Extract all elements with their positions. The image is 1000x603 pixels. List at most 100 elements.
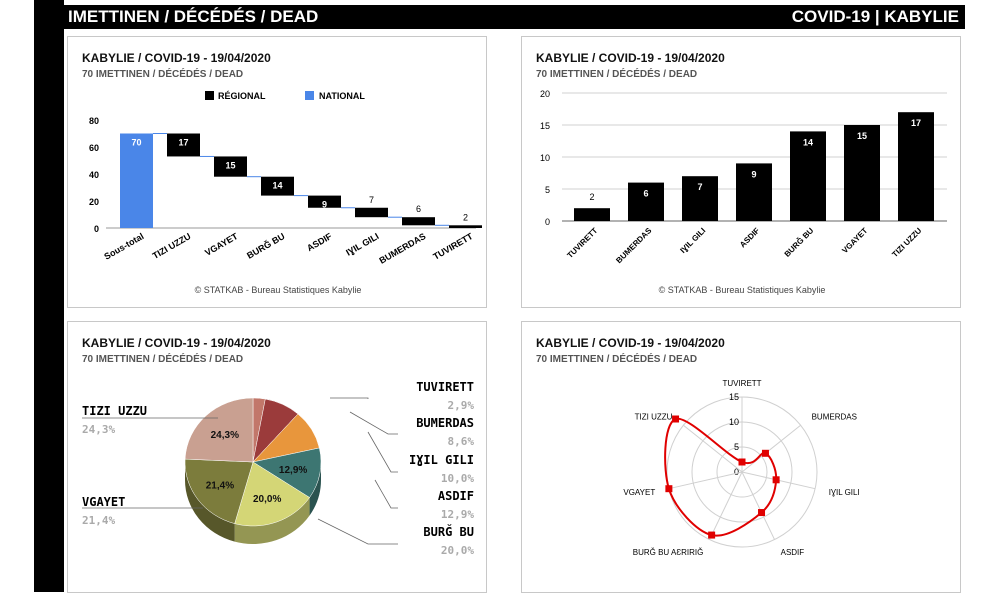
waterfall-bar xyxy=(261,176,294,196)
y-tick-label: 0 xyxy=(545,217,550,227)
pie-leader-line xyxy=(349,411,398,435)
legend-label-regional: RÉGIONAL xyxy=(218,91,266,101)
data-label: 6 xyxy=(416,204,421,214)
waterfall-subtitle: 70 IMETTINEN / DÉCÉDÉS / DEAD xyxy=(82,69,244,80)
pie-callout-name: TUVIRETT xyxy=(416,380,474,394)
radar-point xyxy=(772,476,780,484)
radar-spoke xyxy=(709,471,743,540)
data-label: 2 xyxy=(589,192,594,202)
radar-axis-label: IƔIL GILI xyxy=(829,488,860,497)
pie-leader-line xyxy=(330,397,369,399)
data-label: 7 xyxy=(369,195,374,205)
radar-tick-label: 10 xyxy=(729,417,739,427)
x-tick-label: IƔIL GILI xyxy=(678,226,707,255)
radar-point xyxy=(708,531,716,539)
bar-chart: 0 5 10 15 20 2 TUVIRETT 6 BUMERDAS 7 IƔIL GILI 9 ASD… xyxy=(540,89,947,295)
pie-subtitle: 70 IMETTINEN / DÉCÉDÉS / DEAD xyxy=(82,354,244,365)
radar-tick-label: 15 xyxy=(729,392,739,402)
pie-inside-label: 24,3% xyxy=(211,430,239,441)
x-tick-label: BURǦ BU xyxy=(783,226,816,259)
pie-callout-value: 24,3% xyxy=(82,423,115,436)
radar-spoke xyxy=(741,424,801,473)
pie-callout-name: TIZI UZZU xyxy=(82,404,147,418)
data-label: 2 xyxy=(463,212,468,222)
pie-inside-label: 20,0% xyxy=(253,494,281,505)
pie-callout-value: 8,6% xyxy=(448,435,475,448)
pie-leader-line xyxy=(374,479,398,509)
data-label: 9 xyxy=(751,169,756,179)
radar-spoke xyxy=(683,424,743,473)
x-tick-label: BUMERDAS xyxy=(614,226,654,266)
bar-panel: KABYLIE / COVID-19 - 19/04/2020 70 IMETT… xyxy=(521,36,961,308)
pie-inside-label: 12,9% xyxy=(279,465,307,476)
pie-callout-name: IƔIL GILI xyxy=(409,453,474,467)
x-tick-label: BUMERDAS xyxy=(377,231,427,266)
data-label: 6 xyxy=(643,189,648,199)
waterfall-panel: KABYLIE / COVID-19 - 19/04/2020 70 IMETT… xyxy=(67,36,487,308)
data-label: 17 xyxy=(178,138,188,148)
waterfall-bar xyxy=(355,207,388,218)
y-tick-label: 20 xyxy=(89,197,99,207)
radar-tick-label: 0 xyxy=(734,467,739,477)
y-tick-label: 15 xyxy=(540,121,550,131)
pie-callout-value: 10,0% xyxy=(441,472,474,485)
radar-panel: KABYLIE / COVID-19 - 19/04/2020 70 IMETT… xyxy=(521,321,961,593)
x-tick-label: IƔIL GILI xyxy=(344,231,380,258)
x-tick-label: ASDIF xyxy=(305,231,334,253)
bar xyxy=(574,208,610,221)
waterfall-bar xyxy=(402,217,435,226)
chart-footer: © STATKAB - Bureau Statistiques Kabylie xyxy=(195,285,362,295)
data-label: 9 xyxy=(322,200,327,210)
bar xyxy=(682,176,718,221)
data-label: 14 xyxy=(272,181,282,191)
y-tick-label: 5 xyxy=(545,185,550,195)
chart-footer: © STATKAB - Bureau Statistiques Kabylie xyxy=(659,285,826,295)
pie-callout-name: VGAYET xyxy=(82,495,125,509)
y-tick-label: 40 xyxy=(89,170,99,180)
pie-slice xyxy=(234,461,310,527)
header-bar: IMETTINEN / DÉCÉDÉS / DEAD COVID-19 | KA… xyxy=(60,5,965,29)
pie-slice-side xyxy=(309,462,321,516)
pie-callout-name: BUMERDAS xyxy=(416,416,474,430)
legend-swatch-regional xyxy=(205,91,214,100)
pie-slice xyxy=(184,397,254,463)
data-label: 70 xyxy=(131,138,141,148)
radar-spoke xyxy=(741,471,775,540)
x-tick-label: BURǦ BU xyxy=(245,230,287,261)
pie-slice xyxy=(184,458,254,524)
x-tick-label: TIZI UZZU xyxy=(890,226,923,259)
y-tick-label: 20 xyxy=(540,89,550,99)
x-tick-label: Sous-total xyxy=(102,231,145,262)
data-label: 17 xyxy=(911,118,921,128)
bar xyxy=(736,163,772,221)
radar-point xyxy=(758,509,766,517)
waterfall-bar xyxy=(449,225,482,228)
pie-slice-side xyxy=(185,462,235,542)
legend-swatch-national xyxy=(305,91,314,100)
y-tick-label: 80 xyxy=(89,116,99,126)
radar-axis-label: ASDIF xyxy=(781,548,805,557)
waterfall-bar xyxy=(308,195,341,208)
waterfall-bar xyxy=(214,156,247,177)
radar-axis-label: VGAYET xyxy=(623,488,655,497)
pie-callout-value: 20,0% xyxy=(441,544,474,557)
pie-leader-line xyxy=(367,431,398,473)
radar-point xyxy=(738,458,746,466)
left-side-bar xyxy=(34,0,64,592)
header-right-title: COVID-19 | KABYLIE xyxy=(791,7,959,26)
radar-title: KABYLIE / COVID-19 - 19/04/2020 xyxy=(536,336,725,350)
data-label: 14 xyxy=(803,137,813,147)
pie-callout-value: 12,9% xyxy=(441,508,474,521)
x-tick-label: VGAYET xyxy=(840,226,869,255)
pie-leader-line xyxy=(317,518,398,545)
waterfall-bar xyxy=(167,133,200,157)
radar-axis-label: TUVIRETT xyxy=(722,379,761,388)
pie-inside-label: 21,4% xyxy=(206,481,234,492)
data-label: 15 xyxy=(225,160,235,170)
radar-point xyxy=(761,449,769,457)
data-label: 7 xyxy=(697,182,702,192)
pie-panel: KABYLIE / COVID-19 - 19/04/2020 70 IMETT… xyxy=(67,321,487,593)
pie-callout-name: ASDIF xyxy=(438,489,474,503)
pie-callout-name: BURǦ BU xyxy=(423,524,474,539)
pie-callout-value: 21,4% xyxy=(82,514,115,527)
